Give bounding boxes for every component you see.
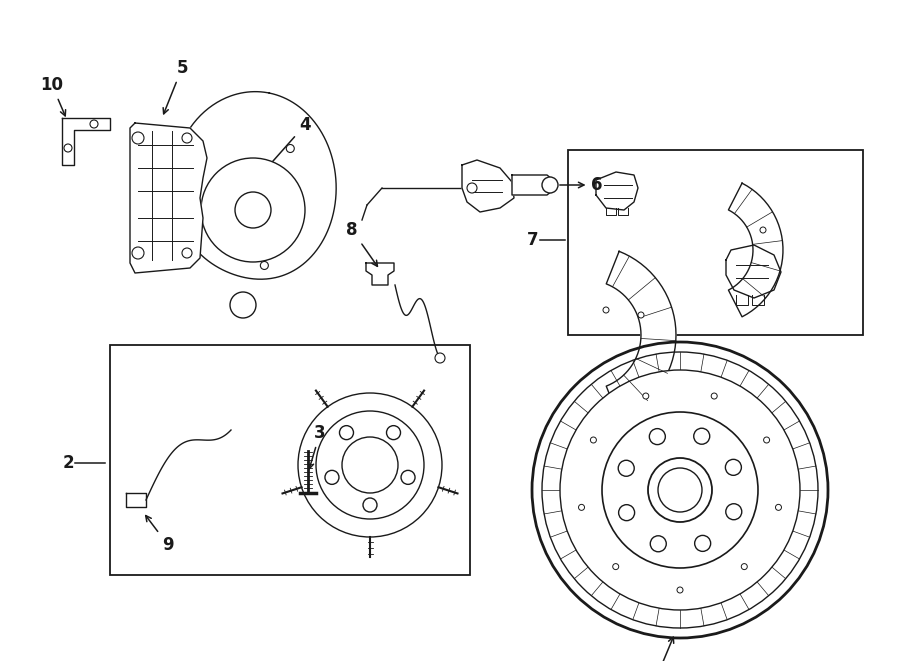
Circle shape bbox=[618, 504, 634, 521]
Text: 6: 6 bbox=[560, 176, 603, 194]
Circle shape bbox=[325, 471, 339, 485]
Circle shape bbox=[260, 262, 268, 270]
Polygon shape bbox=[728, 183, 783, 317]
Circle shape bbox=[643, 393, 649, 399]
Circle shape bbox=[760, 227, 766, 233]
Circle shape bbox=[638, 312, 644, 318]
Circle shape bbox=[590, 437, 597, 443]
Circle shape bbox=[235, 192, 271, 228]
Polygon shape bbox=[726, 245, 781, 298]
Circle shape bbox=[467, 183, 477, 193]
Circle shape bbox=[363, 498, 377, 512]
Circle shape bbox=[763, 437, 769, 443]
Circle shape bbox=[230, 292, 256, 318]
Polygon shape bbox=[126, 493, 146, 507]
Circle shape bbox=[386, 426, 400, 440]
Text: 4: 4 bbox=[253, 116, 310, 184]
Circle shape bbox=[201, 158, 305, 262]
Circle shape bbox=[602, 412, 758, 568]
Circle shape bbox=[64, 144, 72, 152]
Circle shape bbox=[579, 504, 584, 510]
Polygon shape bbox=[607, 251, 676, 418]
Text: 8: 8 bbox=[346, 221, 377, 266]
Circle shape bbox=[286, 145, 294, 153]
Polygon shape bbox=[512, 175, 552, 195]
Bar bbox=[110, 345, 470, 575]
Circle shape bbox=[649, 428, 665, 445]
Circle shape bbox=[560, 370, 800, 610]
Polygon shape bbox=[62, 118, 110, 165]
Circle shape bbox=[677, 587, 683, 593]
Circle shape bbox=[711, 393, 717, 399]
Circle shape bbox=[342, 437, 398, 493]
Polygon shape bbox=[130, 123, 207, 273]
Circle shape bbox=[725, 459, 742, 475]
Circle shape bbox=[182, 248, 192, 258]
Circle shape bbox=[613, 564, 618, 570]
Circle shape bbox=[695, 535, 711, 551]
Bar bbox=[568, 150, 863, 335]
Circle shape bbox=[603, 307, 609, 313]
Circle shape bbox=[725, 504, 742, 520]
Circle shape bbox=[648, 458, 712, 522]
Circle shape bbox=[90, 120, 98, 128]
Text: 3: 3 bbox=[308, 424, 326, 469]
Text: 9: 9 bbox=[146, 516, 174, 554]
Circle shape bbox=[401, 471, 415, 485]
Polygon shape bbox=[596, 172, 638, 210]
Polygon shape bbox=[173, 92, 337, 279]
Text: 10: 10 bbox=[40, 76, 66, 116]
Text: 7: 7 bbox=[527, 231, 539, 249]
Circle shape bbox=[742, 564, 747, 570]
Circle shape bbox=[618, 460, 634, 477]
Polygon shape bbox=[462, 160, 514, 212]
Text: 2: 2 bbox=[62, 454, 74, 472]
Circle shape bbox=[316, 411, 424, 519]
Circle shape bbox=[132, 247, 144, 259]
Circle shape bbox=[532, 342, 828, 638]
Circle shape bbox=[542, 177, 558, 193]
Circle shape bbox=[339, 426, 354, 440]
Circle shape bbox=[651, 536, 666, 552]
Circle shape bbox=[298, 393, 442, 537]
Circle shape bbox=[182, 133, 192, 143]
Circle shape bbox=[776, 504, 781, 510]
Text: 5: 5 bbox=[163, 59, 188, 114]
Polygon shape bbox=[366, 263, 394, 285]
Circle shape bbox=[694, 428, 710, 444]
Text: 1: 1 bbox=[644, 637, 674, 661]
Circle shape bbox=[435, 353, 445, 363]
Circle shape bbox=[132, 132, 144, 144]
Circle shape bbox=[658, 468, 702, 512]
